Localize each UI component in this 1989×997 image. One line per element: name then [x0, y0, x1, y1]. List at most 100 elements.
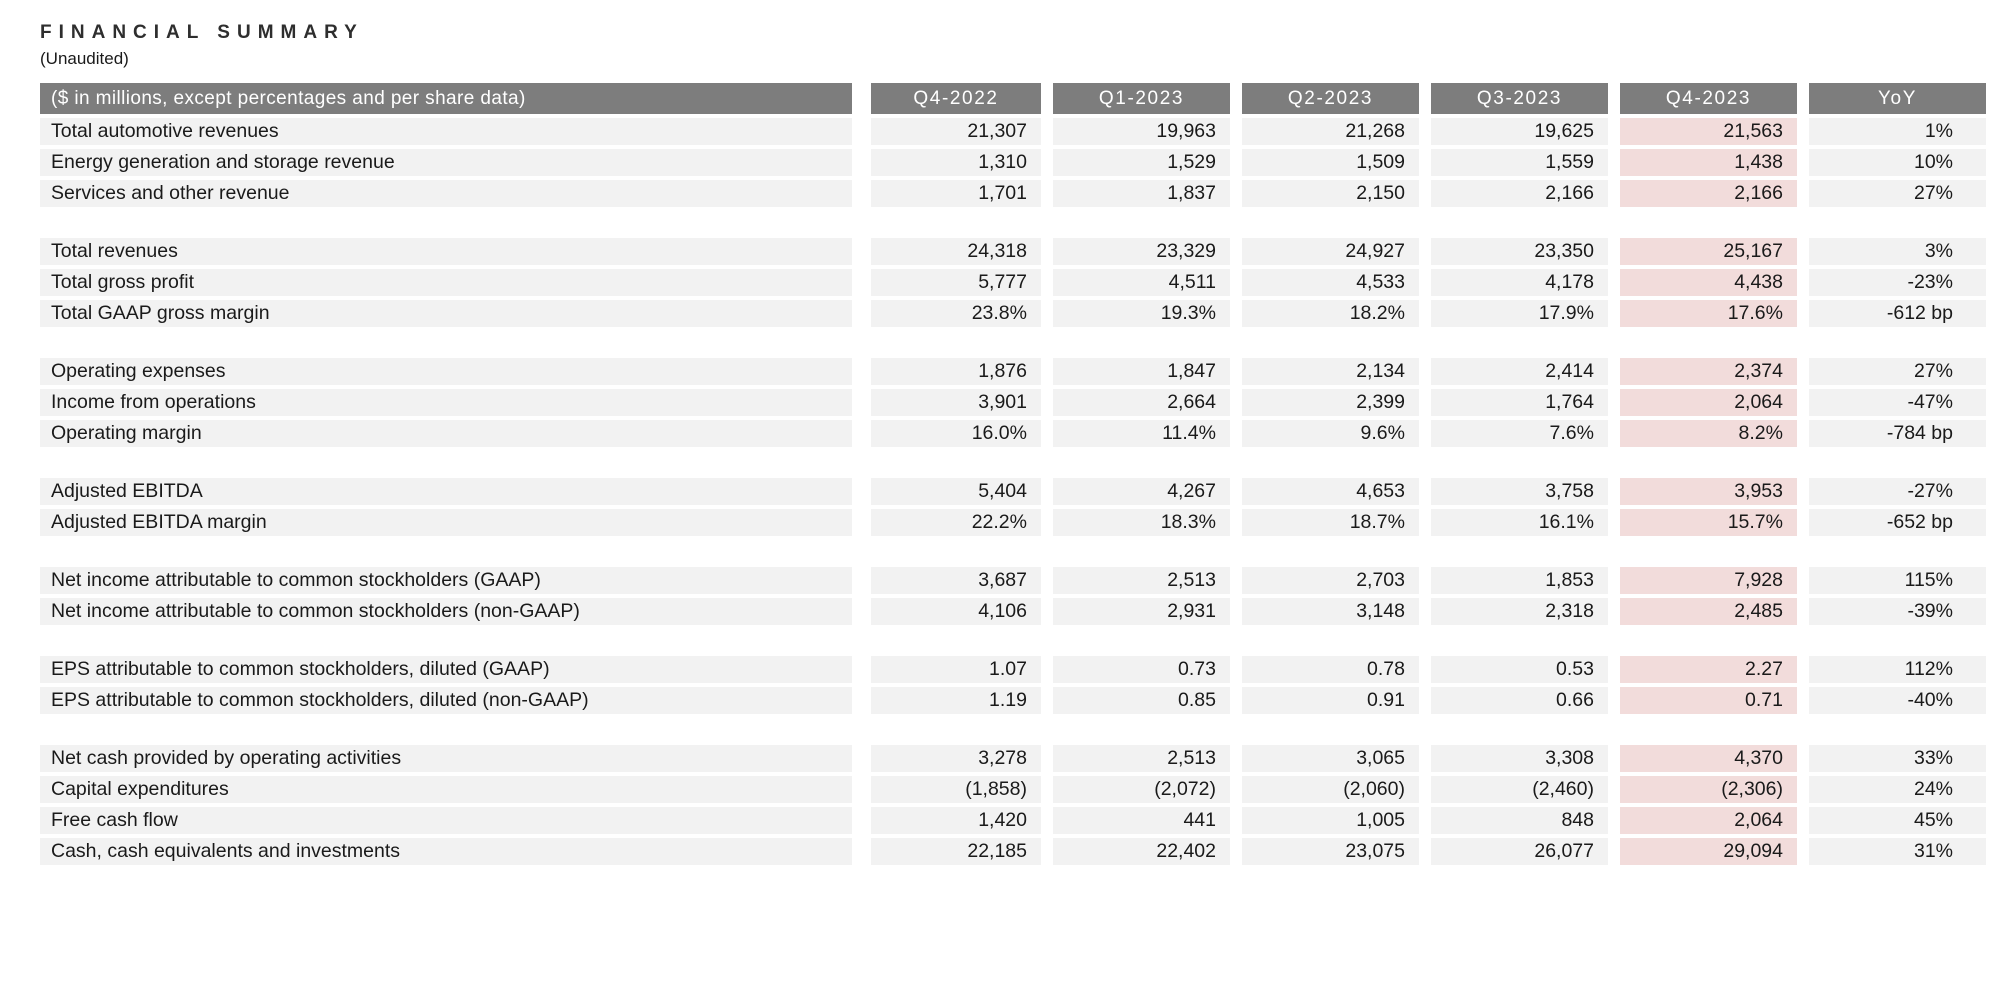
value-cell: 1,837	[1041, 176, 1230, 207]
value-cell: 2,664	[1041, 385, 1230, 416]
value-cell: 17.9%	[1419, 296, 1608, 327]
header-q4-2022: Q4-2022	[852, 83, 1041, 114]
value-cell: 2,166	[1419, 176, 1608, 207]
yoy-value-cell: 24%	[1797, 772, 1986, 803]
value-cell: 2,513	[1041, 741, 1230, 772]
yoy-value-cell: 27%	[1797, 176, 1986, 207]
header-q3-2023: Q3-2023	[1419, 83, 1608, 114]
value-cell: 18.7%	[1230, 505, 1419, 536]
spacer-row	[40, 625, 1986, 652]
row-label: EPS attributable to common stockholders,…	[40, 683, 852, 714]
value-cell: 3,308	[1419, 741, 1608, 772]
yoy-value-cell: 3%	[1797, 234, 1986, 265]
yoy-value-cell: 31%	[1797, 834, 1986, 865]
yoy-value-cell: -23%	[1797, 265, 1986, 296]
header-row: ($ in millions, except percentages and p…	[40, 83, 1986, 114]
q4-2023-highlight-cell: 15.7%	[1608, 505, 1797, 536]
table-row: Operating expenses 1,876 1,847 2,134 2,414 2,…	[40, 354, 1986, 385]
value-cell: 4,178	[1419, 265, 1608, 296]
yoy-value-cell: 27%	[1797, 354, 1986, 385]
value-cell: 2,399	[1230, 385, 1419, 416]
q4-2023-highlight-cell: 7,928	[1608, 563, 1797, 594]
value-cell: 0.91	[1230, 683, 1419, 714]
value-cell: 19,625	[1419, 114, 1608, 145]
q4-2023-highlight-cell: 25,167	[1608, 234, 1797, 265]
table-row: Free cash flow 1,420 441 1,005 848 2,064 45%	[40, 803, 1986, 834]
value-cell: 23,075	[1230, 834, 1419, 865]
spacer-cell	[40, 625, 1986, 652]
value-cell: 4,106	[852, 594, 1041, 625]
yoy-value-cell: -47%	[1797, 385, 1986, 416]
value-cell: 11.4%	[1041, 416, 1230, 447]
table-row: Total automotive revenues 21,307 19,963 21,…	[40, 114, 1986, 145]
value-cell: 2,513	[1041, 563, 1230, 594]
value-cell: 26,077	[1419, 834, 1608, 865]
value-cell: 23,350	[1419, 234, 1608, 265]
table-row: Adjusted EBITDA 5,404 4,267 4,653 3,758 3,953…	[40, 474, 1986, 505]
q4-2023-highlight-cell: 1,438	[1608, 145, 1797, 176]
value-cell: 21,307	[852, 114, 1041, 145]
row-label: Free cash flow	[40, 803, 852, 834]
value-cell: 3,148	[1230, 594, 1419, 625]
table-row: Total revenues 24,318 23,329 24,927 23,350 25…	[40, 234, 1986, 265]
table-row: Energy generation and storage revenue 1,3…	[40, 145, 1986, 176]
value-cell: (2,072)	[1041, 772, 1230, 803]
value-cell: 21,268	[1230, 114, 1419, 145]
value-cell: 1,529	[1041, 145, 1230, 176]
row-label: Adjusted EBITDA margin	[40, 505, 852, 536]
spacer-cell	[40, 327, 1986, 354]
value-cell: 1,853	[1419, 563, 1608, 594]
q4-2023-highlight-cell: 0.71	[1608, 683, 1797, 714]
q4-2023-highlight-cell: 3,953	[1608, 474, 1797, 505]
value-cell: 1.07	[852, 652, 1041, 683]
table-row: Net cash provided by operating activitie…	[40, 741, 1986, 772]
value-cell: 22.2%	[852, 505, 1041, 536]
row-label: EPS attributable to common stockholders,…	[40, 652, 852, 683]
row-label: Income from operations	[40, 385, 852, 416]
value-cell: (2,060)	[1230, 772, 1419, 803]
table-header: ($ in millions, except percentages and p…	[40, 83, 1986, 114]
q4-2023-highlight-cell: 4,370	[1608, 741, 1797, 772]
header-q1-2023: Q1-2023	[1041, 83, 1230, 114]
row-label: Total revenues	[40, 234, 852, 265]
spacer-row	[40, 207, 1986, 234]
value-cell: 3,278	[852, 741, 1041, 772]
value-cell: 18.3%	[1041, 505, 1230, 536]
yoy-value-cell: -652 bp	[1797, 505, 1986, 536]
value-cell: 18.2%	[1230, 296, 1419, 327]
row-label: Energy generation and storage revenue	[40, 145, 852, 176]
header-yoy: YoY	[1797, 83, 1986, 114]
financial-summary-table: ($ in millions, except percentages and p…	[40, 83, 1986, 865]
value-cell: 22,185	[852, 834, 1041, 865]
table-row: Income from operations 3,901 2,664 2,399 1,7…	[40, 385, 1986, 416]
value-cell: 3,758	[1419, 474, 1608, 505]
yoy-value-cell: 115%	[1797, 563, 1986, 594]
spacer-cell	[40, 536, 1986, 563]
yoy-value-cell: -39%	[1797, 594, 1986, 625]
value-cell: 1,559	[1419, 145, 1608, 176]
value-cell: 16.1%	[1419, 505, 1608, 536]
header-q2-2023: Q2-2023	[1230, 83, 1419, 114]
table-body: Total automotive revenues 21,307 19,963 21,…	[40, 114, 1986, 865]
page-title: FINANCIAL SUMMARY	[40, 22, 364, 43]
value-cell: 0.66	[1419, 683, 1608, 714]
q4-2023-highlight-cell: 21,563	[1608, 114, 1797, 145]
value-cell: 5,404	[852, 474, 1041, 505]
value-cell: 24,927	[1230, 234, 1419, 265]
row-label: Total automotive revenues	[40, 114, 852, 145]
row-label: Net income attributable to common stockh…	[40, 594, 852, 625]
row-label: Operating expenses	[40, 354, 852, 385]
value-cell: 1,764	[1419, 385, 1608, 416]
value-cell: 4,511	[1041, 265, 1230, 296]
row-label: Adjusted EBITDA	[40, 474, 852, 505]
value-cell: 19.3%	[1041, 296, 1230, 327]
value-cell: 1,005	[1230, 803, 1419, 834]
row-label: Services and other revenue	[40, 176, 852, 207]
row-label: Capital expenditures	[40, 772, 852, 803]
value-cell: 9.6%	[1230, 416, 1419, 447]
row-label: Total gross profit	[40, 265, 852, 296]
table-row: Cash, cash equivalents and investments 22…	[40, 834, 1986, 865]
spacer-row	[40, 327, 1986, 354]
value-cell: 3,065	[1230, 741, 1419, 772]
row-label: Operating margin	[40, 416, 852, 447]
